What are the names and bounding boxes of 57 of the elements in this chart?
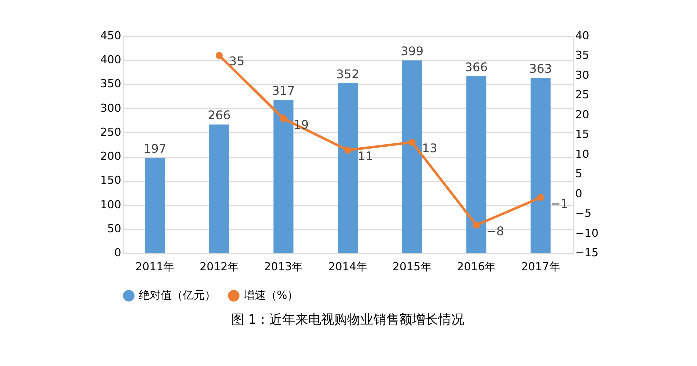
y2-tick-label: −15 <box>576 246 599 260</box>
data-label: 352 <box>336 67 360 82</box>
data-label: 317 <box>272 84 296 98</box>
y-tick-label: 350 <box>100 78 122 91</box>
data-label: −1 <box>550 196 569 211</box>
data-label: 13 <box>422 142 438 156</box>
point <box>344 146 352 154</box>
x-tick-label: 2016年 <box>457 260 496 274</box>
data-label: 11 <box>358 149 374 164</box>
y2-tick-label: 10 <box>576 148 590 161</box>
y2-tick-label: −5 <box>576 207 592 220</box>
y2-tick-label: 0 <box>576 187 582 200</box>
data-label: 399 <box>400 44 424 59</box>
x-tick-label: 2011年 <box>136 260 175 274</box>
data-label: 363 <box>529 62 552 76</box>
data-label: 366 <box>465 60 488 75</box>
y-tick-label: 0 <box>114 246 122 260</box>
point <box>537 194 544 202</box>
legend-label: 增速（%） <box>243 289 298 302</box>
legend-label: 绝对值（亿元） <box>139 289 216 302</box>
y2-tick-label: −10 <box>576 226 599 240</box>
point <box>408 139 416 146</box>
bar <box>145 158 166 253</box>
x-tick-label: 2015年 <box>392 260 432 274</box>
caption: 图 1：近年来电视购物业销售额增长情况 <box>231 313 465 328</box>
y2-tick-label: 35 <box>576 49 590 62</box>
bar <box>466 76 487 253</box>
y-tick-label: 150 <box>100 174 122 188</box>
point <box>280 115 288 122</box>
data-label: 266 <box>208 108 231 123</box>
bar <box>274 100 294 253</box>
y-tick-label: 50 <box>108 222 122 236</box>
y-tick-label: 250 <box>100 126 122 139</box>
y2-tick-label: 20 <box>576 108 590 122</box>
x-tick-label: 2013年 <box>264 260 304 274</box>
y2-tick-label: 40 <box>576 30 590 42</box>
x-tick-label: 2017年 <box>521 260 560 274</box>
point <box>216 52 223 60</box>
y-tick-label: 400 <box>100 54 122 67</box>
data-label: 197 <box>144 142 167 156</box>
bar <box>209 124 230 253</box>
y-tick-label: 100 <box>100 198 122 212</box>
y-tick-label: 450 <box>100 30 122 42</box>
x-tick-label: 2012年 <box>200 260 239 274</box>
y2-tick-label: 5 <box>576 168 582 181</box>
point <box>473 222 480 229</box>
data-label: −8 <box>486 224 504 238</box>
y2-tick-label: 15 <box>576 128 590 142</box>
y2-tick-label: 25 <box>576 88 590 102</box>
y-tick-label: 300 <box>100 102 122 115</box>
bar <box>402 60 422 253</box>
bar <box>530 78 551 253</box>
x-tick-label: 2014年 <box>328 260 368 274</box>
y2-tick-label: 30 <box>576 68 590 82</box>
bar <box>338 83 358 253</box>
data-label: 35 <box>229 54 245 69</box>
y-tick-label: 200 <box>100 150 122 164</box>
